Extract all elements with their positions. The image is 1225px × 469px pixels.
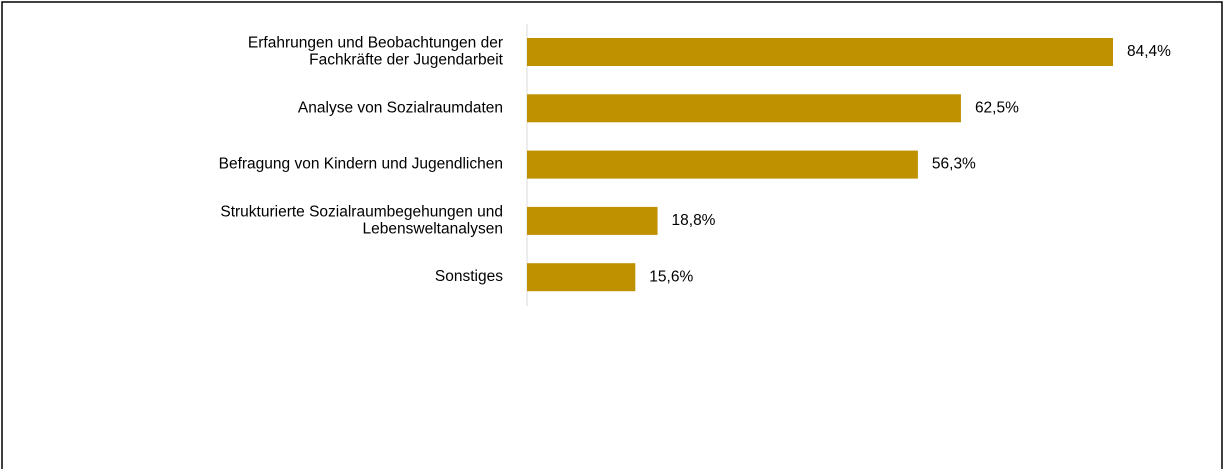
value-label: 62,5%: [975, 99, 1019, 116]
bar: [527, 94, 961, 123]
category-label-line: Sonstiges: [435, 268, 503, 285]
bar: [527, 150, 918, 179]
bar: [527, 38, 1113, 66]
category-label-line: Analyse von Sozialraumdaten: [298, 99, 503, 116]
category-label-line: Erfahrungen und Beobachtungen der: [248, 35, 503, 52]
value-label: 18,8%: [672, 212, 716, 229]
category-label: Analyse von Sozialraumdaten: [298, 99, 503, 116]
category-label: Befragung von Kindern und Jugendlichen: [219, 156, 503, 173]
value-label: 84,4%: [1127, 43, 1171, 60]
category-label: Strukturierte Sozialraumbegehungen und Le…: [220, 203, 503, 237]
bar: [527, 263, 636, 292]
category-label-line: Fachkräfte der Jugendarbeit: [309, 52, 504, 69]
value-label: 56,3%: [932, 156, 976, 173]
value-label: 15,6%: [649, 268, 693, 285]
bar: [527, 206, 658, 235]
category-label: Erfahrungen und Beobachtungen der Fachkrä…: [248, 35, 504, 69]
category-label-line: Befragung von Kindern und Jugendlichen: [219, 156, 503, 173]
category-label-line: Strukturierte Sozialraumbegehungen und: [220, 203, 503, 220]
category-label: Sonstiges: [435, 268, 503, 285]
category-label-line: Lebensweltanalysen: [363, 220, 503, 237]
